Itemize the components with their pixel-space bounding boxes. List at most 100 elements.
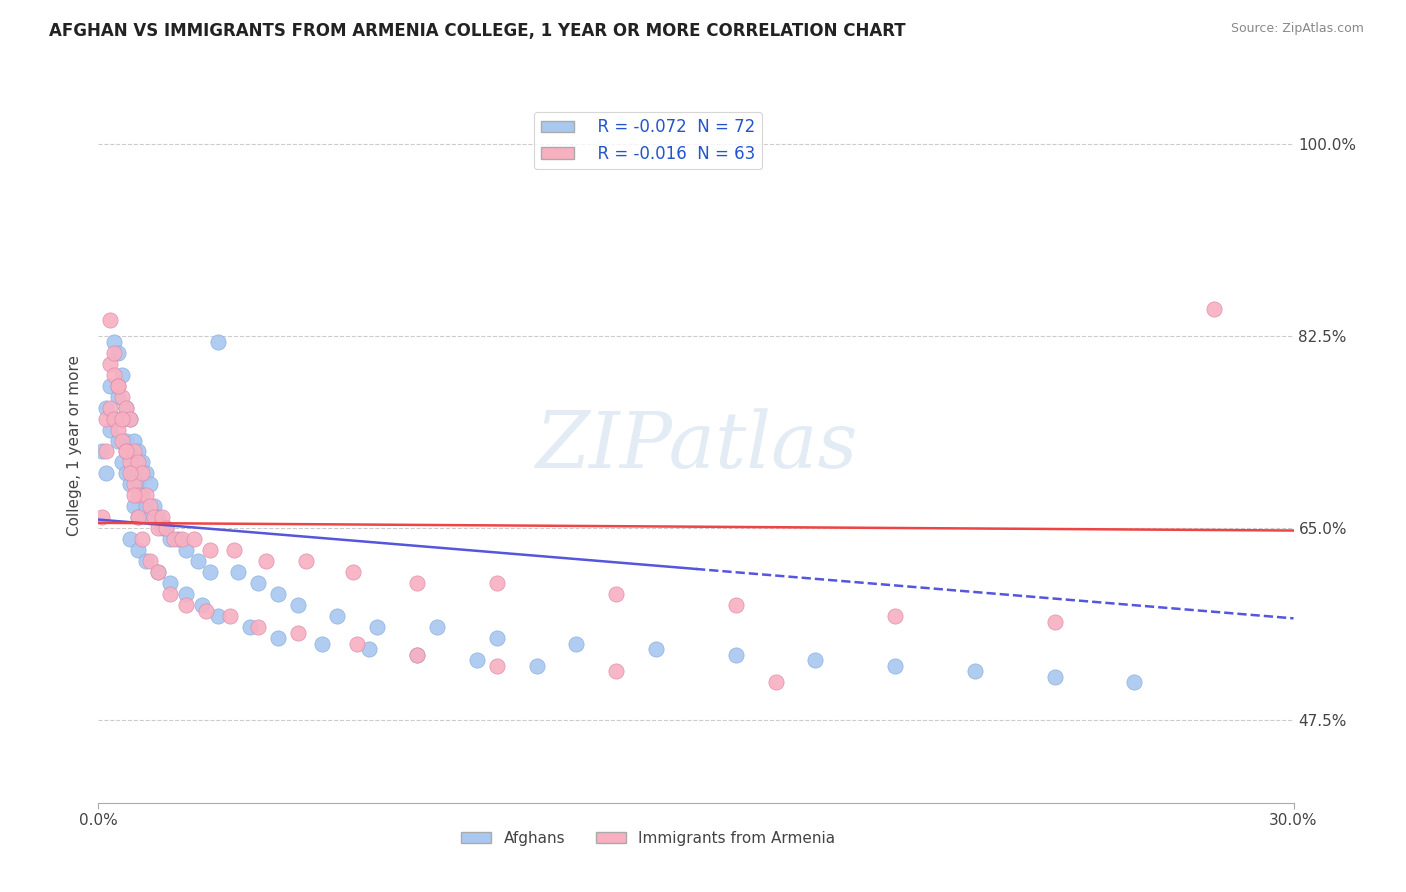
Point [96, 411, 118, 425]
Point [287, 598, 309, 612]
Point [1043, 669, 1066, 683]
Point [406, 648, 429, 662]
Point [107, 423, 129, 437]
Point [127, 477, 149, 491]
Point [115, 434, 138, 448]
Point [605, 587, 627, 601]
Point [124, 477, 146, 491]
Point [222, 543, 245, 558]
Point [103, 334, 125, 349]
Point [884, 609, 907, 624]
Point [485, 631, 508, 645]
Point [103, 345, 125, 359]
Point [159, 576, 181, 591]
Point [148, 566, 170, 580]
Point [115, 401, 138, 415]
Point [124, 500, 146, 514]
Point [103, 411, 125, 425]
Point [127, 510, 149, 524]
Point [226, 566, 249, 580]
Point [120, 411, 142, 425]
Point [96, 467, 118, 481]
Point [198, 566, 221, 580]
Point [135, 488, 157, 502]
Point [195, 604, 218, 618]
Point [963, 664, 986, 678]
Point [219, 609, 242, 624]
Point [135, 467, 157, 481]
Point [148, 510, 170, 524]
Text: Source: ZipAtlas.com: Source: ZipAtlas.com [1230, 22, 1364, 36]
Point [187, 554, 209, 568]
Point [645, 642, 668, 657]
Point [91, 444, 114, 458]
Point [139, 554, 162, 568]
Point [267, 587, 290, 601]
Point [120, 444, 142, 458]
Point [111, 455, 134, 469]
Point [135, 554, 157, 568]
Point [124, 467, 146, 481]
Point [120, 533, 142, 547]
Point [143, 500, 166, 514]
Point [239, 620, 262, 634]
Point [107, 390, 129, 404]
Point [127, 444, 149, 458]
Point [131, 467, 153, 481]
Point [115, 444, 138, 458]
Point [174, 543, 197, 558]
Point [139, 510, 162, 524]
Point [198, 543, 221, 558]
Point [207, 609, 229, 624]
Point [406, 648, 429, 662]
Point [127, 488, 149, 502]
Point [120, 467, 142, 481]
Point [765, 675, 787, 690]
Point [107, 345, 129, 359]
Point [120, 411, 142, 425]
Point [98, 378, 122, 392]
Point [120, 455, 142, 469]
Point [804, 653, 827, 667]
Point [172, 533, 194, 547]
Point [406, 576, 429, 591]
Point [159, 587, 181, 601]
Point [120, 477, 142, 491]
Point [124, 434, 146, 448]
Point [326, 609, 349, 624]
Point [183, 533, 205, 547]
Point [155, 521, 177, 535]
Point [150, 510, 173, 524]
Point [159, 533, 181, 547]
Point [366, 620, 388, 634]
Point [111, 411, 134, 425]
Point [103, 411, 125, 425]
Point [148, 521, 170, 535]
Point [127, 543, 149, 558]
Point [246, 576, 269, 591]
Point [96, 444, 118, 458]
Point [96, 401, 118, 415]
Point [246, 620, 269, 634]
Point [150, 521, 173, 535]
Point [131, 455, 153, 469]
Point [115, 467, 138, 481]
Point [346, 637, 368, 651]
Point [124, 444, 146, 458]
Point [294, 554, 316, 568]
Point [254, 554, 277, 568]
Point [526, 658, 548, 673]
Legend: Afghans, Immigrants from Armenia: Afghans, Immigrants from Armenia [454, 825, 842, 852]
Point [342, 566, 364, 580]
Point [485, 658, 508, 673]
Point [131, 488, 153, 502]
Point [163, 533, 186, 547]
Point [139, 477, 162, 491]
Point [127, 455, 149, 469]
Point [148, 566, 170, 580]
Point [98, 357, 122, 371]
Point [311, 637, 333, 651]
Point [174, 587, 197, 601]
Point [465, 653, 488, 667]
Point [426, 620, 449, 634]
